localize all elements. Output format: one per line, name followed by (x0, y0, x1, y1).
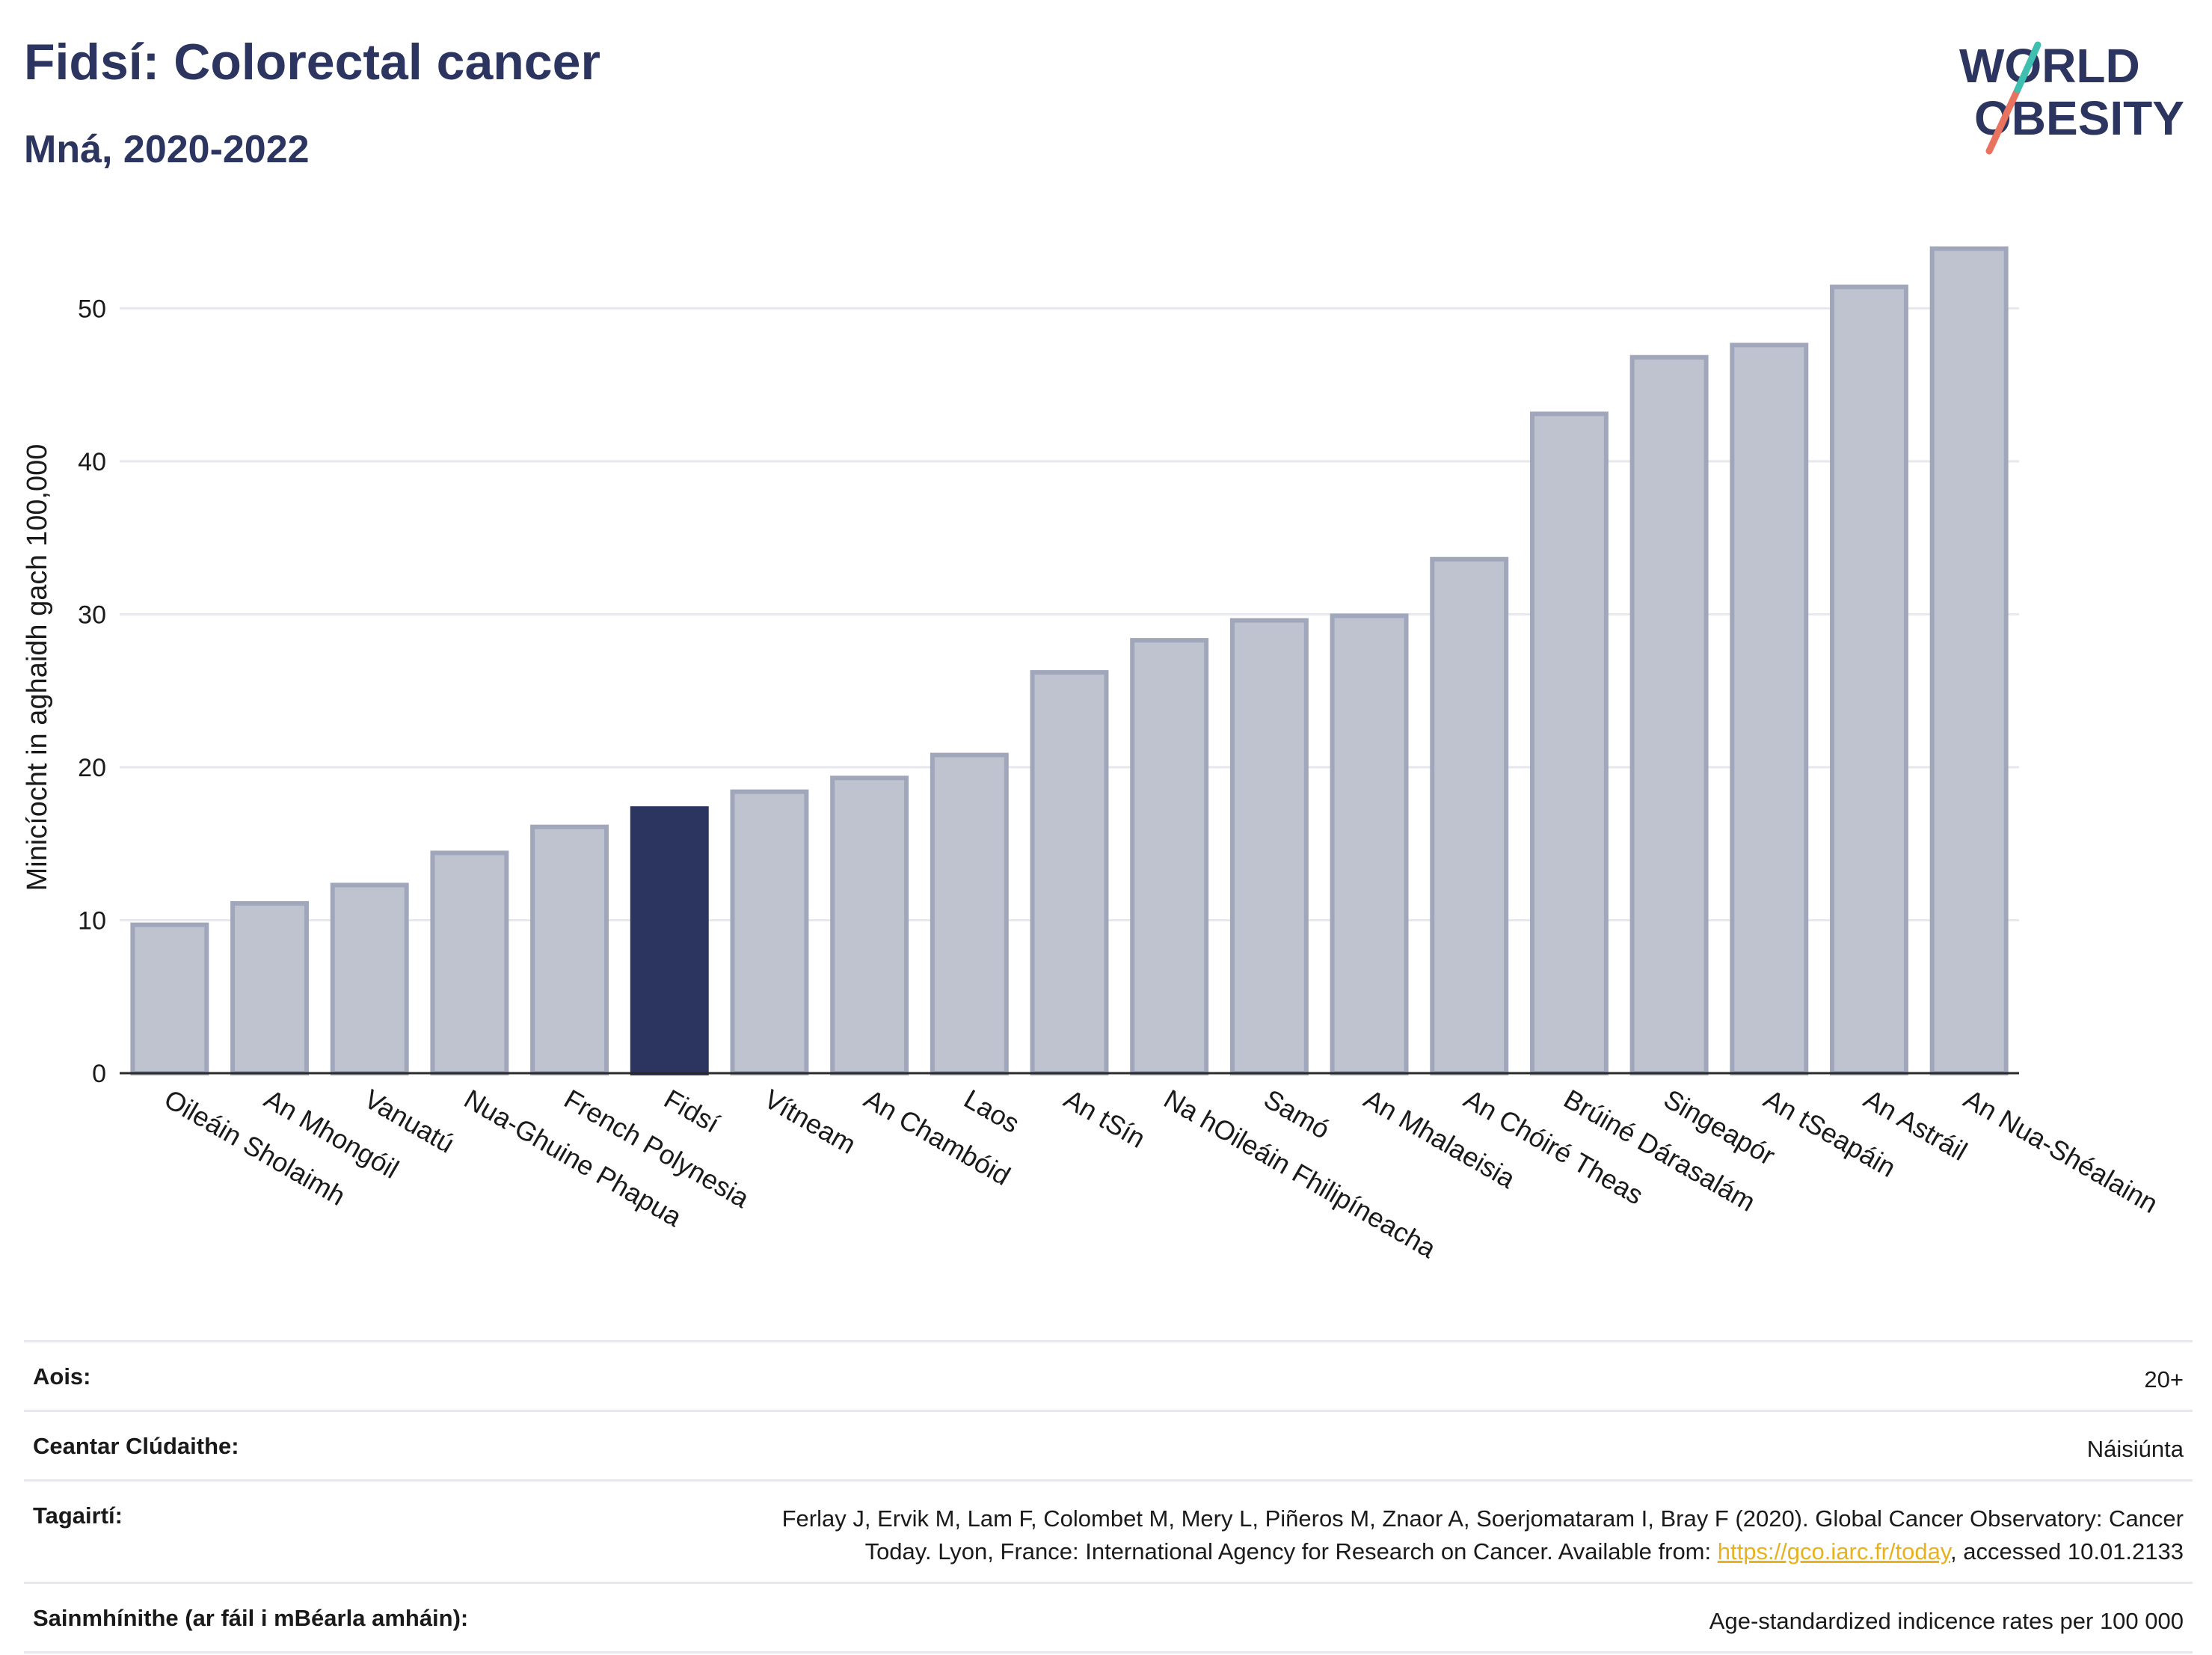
y-tick-label: 40 (78, 448, 106, 476)
definitions-label: Sainmhínithe (ar fáil i mBéarla amháin): (33, 1605, 469, 1631)
y-axis-label: Minicíocht in aghaidh gach 100,000 (22, 444, 53, 891)
bars (130, 246, 2009, 1076)
y-tick-labels: 0 10 20 30 40 50 (78, 295, 106, 1088)
bar-11 (1229, 618, 1309, 1075)
references-line2-end: , accessed 10.01.2133 (1950, 1538, 2184, 1565)
bar-7 (830, 776, 909, 1076)
bar-14 (1529, 411, 1609, 1075)
bar-16 (1730, 343, 1809, 1075)
age-value: 20+ (2144, 1366, 2184, 1393)
info-table: Aois: 20+ Ceantar Clúdaithe: Náisiúnta T… (24, 1340, 2193, 1654)
y-tick-label: 10 (78, 906, 106, 935)
bar-15 (1629, 354, 1709, 1075)
bar-6 (730, 789, 809, 1075)
info-row-references: Tagairtí: Ferlay J, Ervik M, Lam F, Colo… (24, 1479, 2193, 1582)
y-tick-label: 50 (78, 295, 106, 323)
age-label: Aois: (33, 1363, 91, 1390)
definitions-value: Age-standardized indicence rates per 100… (1709, 1608, 2184, 1634)
references-line1: Ferlay J, Ervik M, Lam F, Colombet M, Me… (781, 1505, 2184, 1532)
chart-title: Fidsí: Colorectal cancer (24, 34, 600, 90)
bar-12 (1330, 613, 1409, 1075)
info-row-age: Aois: 20+ (24, 1340, 2193, 1410)
y-tick-label: 0 (92, 1060, 106, 1088)
info-row-definitions: Sainmhínithe (ar fáil i mBéarla amháin):… (24, 1582, 2193, 1654)
y-tick-label: 20 (78, 754, 106, 782)
chart-subtitle: Mná, 2020-2022 (24, 128, 310, 171)
logo-line1: WORLD (1959, 39, 2140, 93)
references-line2: Today. Lyon, France: International Agenc… (864, 1538, 1718, 1565)
bar-0 (130, 922, 209, 1075)
info-row-coverage: Ceantar Clúdaithe: Náisiúnta (24, 1410, 2193, 1479)
bar-5 (630, 806, 709, 1075)
x-tick-label: An tSín (1059, 1083, 1151, 1154)
y-tick-label: 30 (78, 601, 106, 629)
coverage-label: Ceantar Clúdaithe: (33, 1433, 239, 1459)
references-label: Tagairtí: (33, 1502, 123, 1529)
bar-2 (330, 882, 409, 1076)
bar-1 (230, 900, 309, 1075)
references-value: Ferlay J, Ervik M, Lam F, Colombet M, Me… (782, 1502, 2184, 1568)
x-tick-label: Fidsí (659, 1083, 725, 1139)
bar-18 (1929, 246, 2009, 1075)
x-tick-label: An Nua-Shéalainn (1958, 1083, 2163, 1219)
x-tick-label: Laos (959, 1083, 1024, 1139)
bar-4 (530, 824, 609, 1075)
x-tick-label: Vítneam (759, 1083, 861, 1160)
coverage-value: Náisiúnta (2086, 1436, 2184, 1462)
bar-13 (1430, 556, 1509, 1075)
x-tick-label: Samó (1259, 1083, 1335, 1145)
x-tick-label: Oileáin Sholaimh (159, 1083, 351, 1212)
references-link[interactable]: https://gco.iarc.fr/today (1717, 1538, 1951, 1565)
bar-3 (430, 850, 509, 1075)
bar-10 (1130, 638, 1209, 1075)
bar-8 (930, 752, 1009, 1076)
bar-17 (1830, 284, 1908, 1076)
x-tick-label: An Chóiré Theas (1459, 1083, 1649, 1210)
world-obesity-logo: WORLD OBESITY (1959, 39, 2184, 155)
bar-9 (1030, 670, 1109, 1075)
